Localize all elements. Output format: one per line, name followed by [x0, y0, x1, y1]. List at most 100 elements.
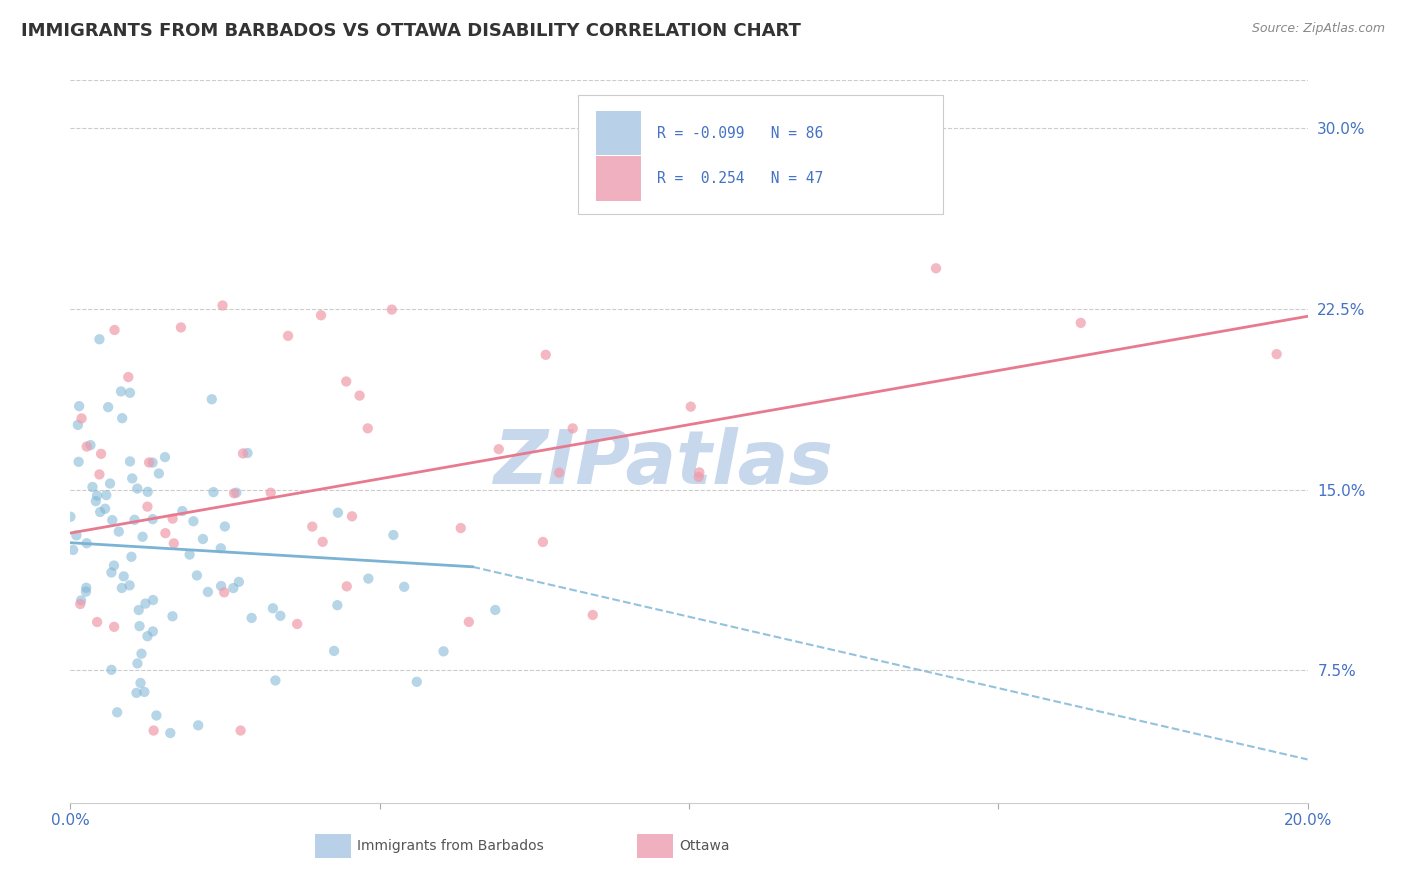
Point: [277, 329, 299, 343]
Point: [134, 597, 156, 611]
Point: [488, 442, 510, 457]
Point: [103, 558, 125, 573]
Point: [1070, 316, 1092, 330]
Point: [142, 624, 165, 639]
Point: [69, 597, 91, 611]
Point: [120, 549, 142, 564]
Point: [86, 615, 108, 629]
Point: [285, 617, 308, 632]
Point: [187, 718, 209, 732]
Point: [679, 400, 702, 414]
Text: R =  0.254   N = 47: R = 0.254 N = 47: [657, 171, 823, 186]
Point: [170, 320, 193, 334]
Point: [76, 536, 98, 550]
Point: [172, 504, 194, 518]
Point: [688, 470, 710, 484]
Point: [264, 673, 287, 688]
Point: [163, 536, 186, 550]
Point: [131, 647, 153, 661]
Point: [97, 400, 120, 414]
Point: [129, 676, 152, 690]
Point: [118, 385, 141, 400]
Point: [118, 454, 141, 468]
Point: [103, 323, 125, 337]
Point: [103, 620, 125, 634]
Text: ZIPatlas: ZIPatlas: [494, 426, 834, 500]
Point: [548, 466, 571, 480]
Point: [110, 384, 132, 399]
Point: [136, 500, 159, 514]
Point: [531, 535, 554, 549]
Point: [107, 524, 129, 539]
Point: [117, 370, 139, 384]
Point: [326, 598, 349, 612]
Point: [138, 455, 160, 469]
Point: [112, 569, 135, 583]
Point: [186, 568, 208, 582]
Point: [66, 417, 89, 432]
Point: [89, 332, 111, 346]
Point: [357, 421, 380, 435]
FancyBboxPatch shape: [596, 156, 641, 201]
Point: [100, 663, 122, 677]
Text: Source: ZipAtlas.com: Source: ZipAtlas.com: [1251, 22, 1385, 36]
Point: [70, 411, 93, 425]
Point: [142, 723, 165, 738]
Point: [311, 534, 333, 549]
Point: [142, 456, 165, 470]
Point: [326, 506, 349, 520]
Point: [153, 450, 176, 464]
Point: [136, 629, 159, 643]
Point: [236, 446, 259, 460]
Point: [75, 584, 97, 599]
Point: [260, 485, 283, 500]
Point: [145, 708, 167, 723]
Point: [76, 440, 98, 454]
Point: [211, 298, 233, 312]
Point: [457, 615, 479, 629]
Point: [201, 392, 224, 407]
Point: [432, 644, 454, 658]
Point: [405, 674, 427, 689]
Point: [59, 509, 82, 524]
Point: [62, 543, 84, 558]
Point: [262, 601, 284, 615]
Point: [89, 467, 111, 482]
Point: [688, 466, 710, 480]
Point: [269, 608, 291, 623]
Point: [202, 485, 225, 500]
Point: [212, 585, 235, 599]
Point: [484, 603, 506, 617]
FancyBboxPatch shape: [578, 95, 942, 214]
Point: [534, 348, 557, 362]
Text: R = -0.099   N = 86: R = -0.099 N = 86: [657, 126, 823, 141]
Point: [67, 399, 90, 413]
Point: [148, 467, 170, 481]
Point: [90, 447, 112, 461]
Point: [309, 308, 332, 322]
Point: [240, 611, 263, 625]
Point: [229, 723, 252, 738]
Point: [142, 512, 165, 526]
Point: [98, 476, 121, 491]
Point: [381, 302, 404, 317]
Point: [124, 513, 146, 527]
Point: [191, 532, 214, 546]
Point: [84, 494, 107, 508]
Point: [392, 580, 415, 594]
Point: [89, 505, 111, 519]
Point: [105, 706, 128, 720]
Point: [450, 521, 472, 535]
Point: [162, 511, 184, 525]
Point: [349, 388, 371, 402]
Point: [357, 572, 380, 586]
Point: [225, 485, 247, 500]
Point: [301, 519, 323, 533]
Text: Immigrants from Barbados: Immigrants from Barbados: [357, 839, 544, 853]
Point: [340, 509, 363, 524]
Point: [561, 421, 583, 435]
Point: [323, 644, 346, 658]
Point: [94, 501, 117, 516]
Point: [209, 579, 232, 593]
Point: [82, 480, 104, 494]
